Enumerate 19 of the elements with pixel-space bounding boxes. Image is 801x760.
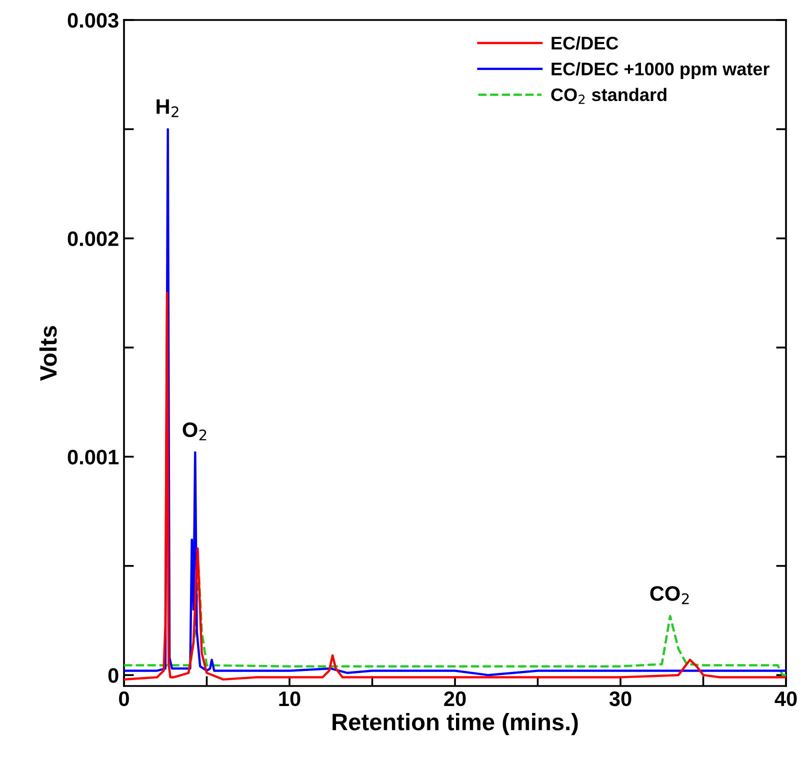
y-tick-label: 0.001 [68, 450, 119, 464]
line-series [124, 292, 786, 681]
x-tick-label: 10 [279, 691, 300, 706]
y-tick-label: 0.003 [68, 13, 118, 28]
x-tick-label: 40 [774, 691, 797, 706]
y-tick-label: 0 [108, 668, 118, 683]
annotation: H$_{2}$ [156, 99, 178, 118]
y-axis-title: Volts [39, 326, 57, 381]
y-tick-label: 0.002 [68, 231, 118, 246]
legend-label: EC/DEC +1000 ppm water [552, 62, 770, 79]
annotation: O$_{2}$ [182, 422, 206, 440]
annotation: CO$_{2}$ [650, 586, 689, 604]
line-series [124, 128, 786, 676]
x-tick-label: 30 [609, 691, 632, 706]
x-axis-title: Retention time (mins.) [332, 713, 578, 736]
legend-label: CO$_{2}$ standard [551, 88, 666, 104]
x-tick-label: 0 [119, 691, 129, 706]
x-tick-label: 20 [444, 691, 466, 706]
legend-label: EC/DEC [552, 36, 618, 50]
